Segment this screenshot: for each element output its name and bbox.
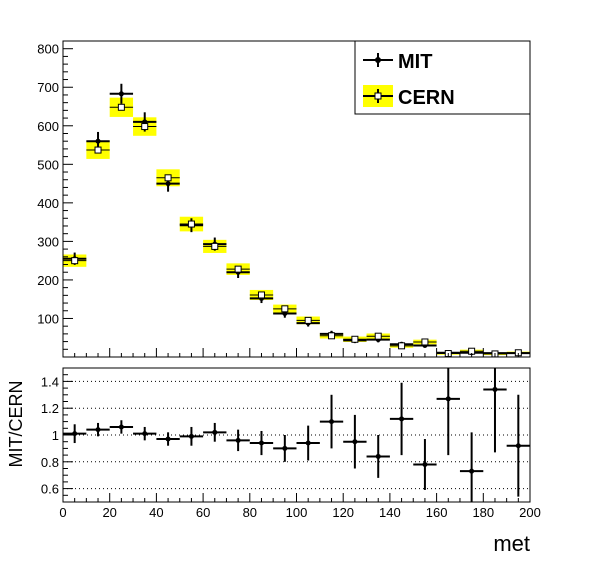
cern-point (234, 265, 242, 273)
ratio-point (142, 431, 148, 437)
top-y-tick-label: 100 (37, 311, 59, 326)
ratio-point (329, 419, 335, 425)
cern-point (374, 332, 382, 340)
cern-point (94, 146, 102, 154)
top-y-axis: 100 200 300 400 500 600 700 800 (37, 42, 73, 350)
ratio-point (282, 445, 288, 451)
top-panel: 100 200 300 400 500 600 700 800 MIT CERN (37, 40, 531, 358)
bottom-x-axis: 0 20 40 60 80 100 120 140 160 180 200 (59, 493, 541, 520)
ratio-points (63, 368, 530, 502)
legend-cern-marker (374, 92, 382, 100)
x-axis-label: met (493, 531, 530, 556)
ratio-point (515, 443, 521, 449)
top-y-tick-label: 200 (37, 273, 59, 288)
ratio-y-label: MIT/CERN (6, 381, 26, 468)
cern-point (351, 335, 359, 343)
bottom-x-tick-label: 180 (472, 505, 494, 520)
cern-point (141, 123, 149, 131)
legend-mit-label: MIT (398, 51, 432, 73)
bottom-y-axis: 0.6 0.8 1 1.2 1.4 (41, 367, 73, 503)
top-x-axis (62, 348, 531, 357)
legend-cern-label: CERN (398, 87, 455, 109)
mit-point (165, 181, 171, 187)
top-y-tick-label: 600 (37, 119, 59, 134)
top-y-tick-label: 500 (37, 157, 59, 172)
cern-point (281, 305, 289, 313)
bottom-y-tick-label: 0.8 (41, 455, 59, 470)
cern-point (328, 332, 336, 340)
bottom-x-tick-label: 200 (519, 505, 541, 520)
bottom-y-tick-label: 1.2 (41, 401, 59, 416)
mit-point (118, 91, 124, 97)
cern-point (398, 342, 406, 350)
ratio-point (72, 431, 78, 437)
cern-point (117, 103, 125, 111)
ratio-point (258, 440, 264, 446)
bottom-x-tick-label: 80 (243, 505, 257, 520)
bottom-y-tick-label: 1.4 (41, 374, 59, 389)
cern-point (164, 174, 172, 182)
ratio-point (212, 429, 218, 435)
ratio-point (469, 468, 475, 474)
cern-point (421, 338, 429, 346)
ratio-point (235, 437, 241, 443)
mit-point (95, 138, 101, 144)
bottom-x-tick-label: 40 (149, 505, 163, 520)
ratio-point (445, 396, 451, 402)
ratio-point (305, 440, 311, 446)
ratio-point (188, 433, 194, 439)
ratio-point (118, 424, 124, 430)
cern-point (187, 220, 195, 228)
ratio-point (492, 386, 498, 392)
bottom-x-tick-label: 140 (379, 505, 401, 520)
bottom-x-tick-label: 60 (196, 505, 210, 520)
bottom-x-tick-label: 20 (102, 505, 116, 520)
ratio-point (422, 461, 428, 467)
bottom-x-tick-label: 120 (332, 505, 354, 520)
top-y-tick-label: 400 (37, 196, 59, 211)
legend-mit-marker (375, 57, 381, 63)
cern-point (257, 291, 265, 299)
ratio-point (352, 439, 358, 445)
cern-point (211, 242, 219, 250)
bottom-x-tick-label: 100 (286, 505, 308, 520)
ratio-point (95, 427, 101, 433)
top-y-tick-label: 700 (37, 80, 59, 95)
bottom-x-tick-label: 0 (59, 505, 66, 520)
legend: MIT CERN (354, 40, 531, 115)
ratio-point (399, 416, 405, 422)
cern-point (304, 316, 312, 324)
ratio-point (375, 453, 381, 459)
ratio-point (165, 436, 171, 442)
bottom-x-tick-label: 160 (426, 505, 448, 520)
top-y-tick-label: 300 (37, 234, 59, 249)
bottom-panel: 0.6 0.8 1 1.2 1.4 0 20 40 60 80 100 120 140 160 180 20… (6, 367, 541, 556)
bottom-y-tick-label: 1 (52, 428, 59, 443)
cern-point (71, 257, 79, 265)
top-y-tick-label: 800 (37, 42, 59, 57)
bottom-y-tick-label: 0.6 (41, 482, 59, 497)
